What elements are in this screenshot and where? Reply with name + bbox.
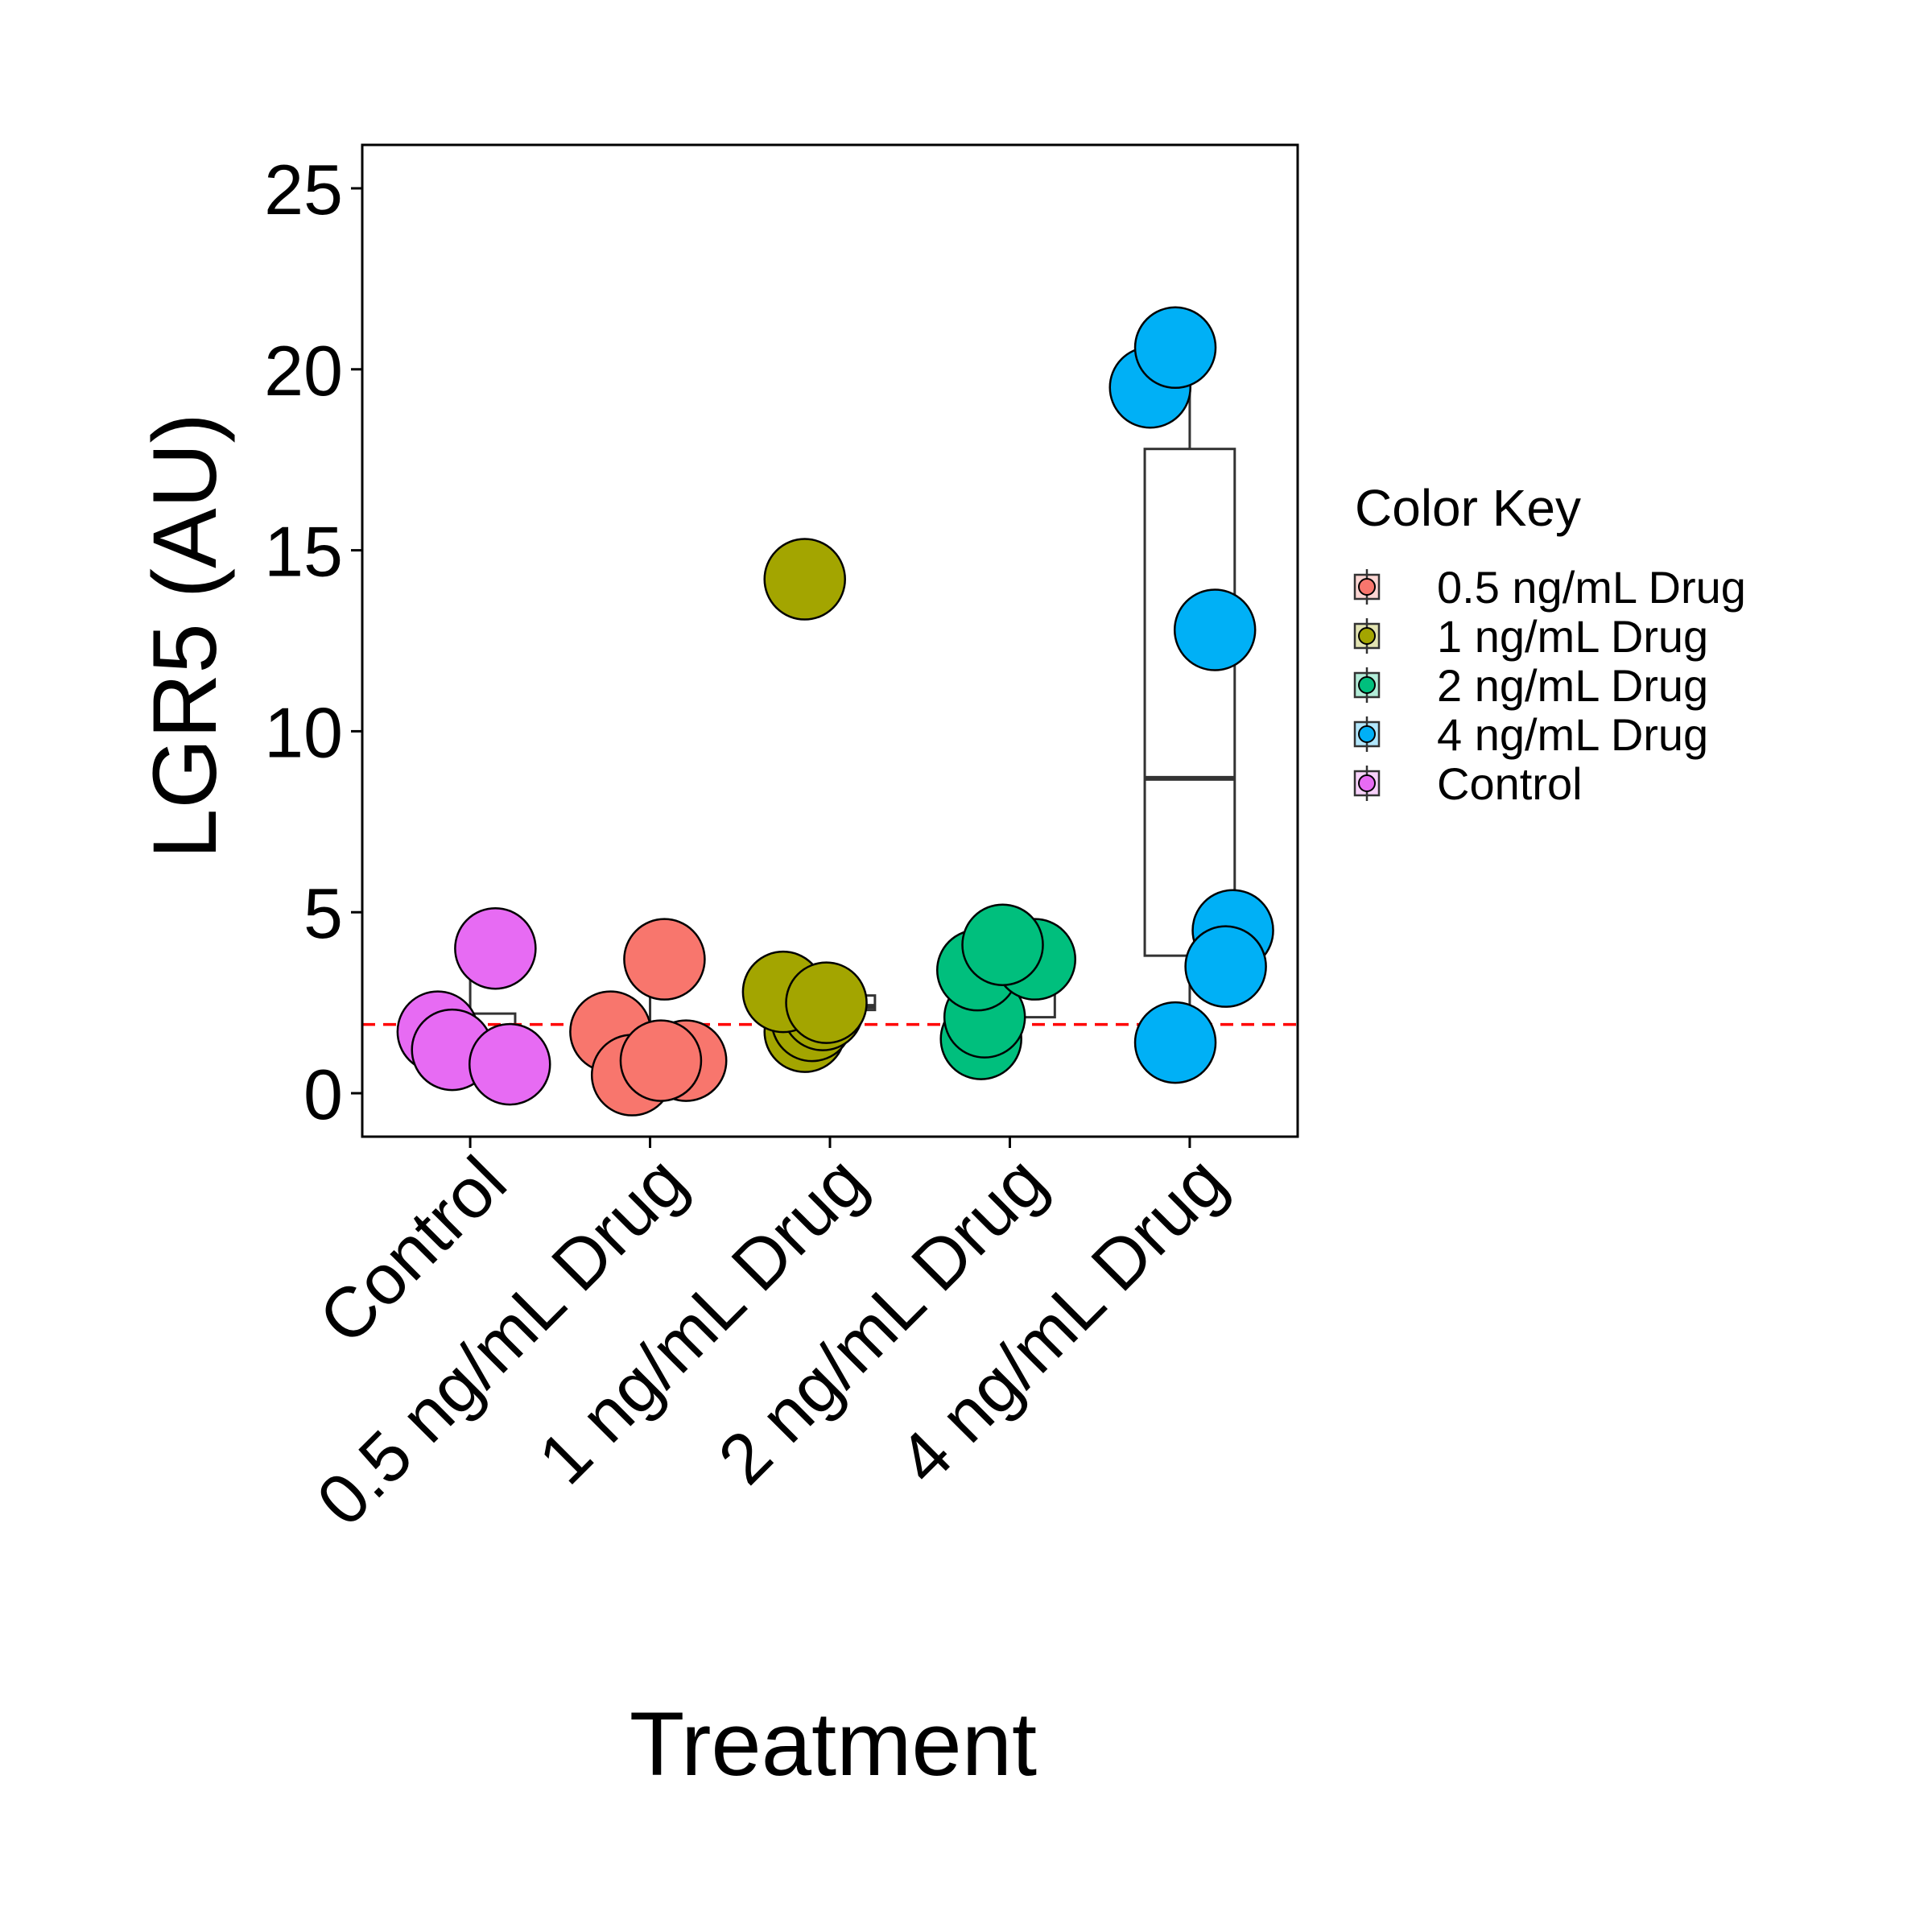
legend-item-4-ng-ml-drug: 4 ng/mL Drug [1353,709,1708,760]
legend-label: 2 ng/mL Drug [1437,660,1708,711]
points-4-ng-ml-drug [1108,306,1274,1084]
legend-item-control: Control [1353,758,1583,809]
legend-item-0-5-ng-ml-drug: 0.5 ng/mL Drug [1353,562,1746,613]
data-point [1133,1001,1217,1084]
y-tick-label: 15 [264,512,343,592]
legend-label: 1 ng/mL Drug [1437,611,1708,662]
legend-item-1-ng-ml-drug: 1 ng/mL Drug [1353,611,1708,662]
y-tick-label: 20 [264,331,343,411]
legend-key-point [1358,725,1376,743]
data-point [454,906,537,990]
data-point [1173,588,1257,671]
data-point [763,538,846,621]
y-axis-title: LGR5 (AU) [134,413,235,859]
x-axis-title: Treatment [630,1694,1037,1794]
boxplot-4-ng-ml-drug [1143,351,1236,1043]
legend-label: 0.5 ng/mL Drug [1437,562,1746,613]
legend-item-2-ng-ml-drug: 2 ng/mL Drug [1353,660,1708,711]
points-2-ng-ml-drug [935,903,1076,1080]
data-point [619,1019,703,1102]
points-0-5-ng-ml-drug [569,918,728,1117]
legend-label: 4 ng/mL Drug [1437,709,1708,760]
data-point [468,1022,551,1106]
data-point [961,903,1044,986]
y-tick-label: 25 [264,150,343,229]
box [1143,448,1236,957]
y-tick-label: 10 [264,692,343,772]
y-tick-label: 0 [303,1055,343,1134]
legend-key-point [1358,774,1376,792]
plot-area [362,306,1298,1117]
legend-key-point [1358,578,1376,596]
data-point [1184,925,1267,1008]
y-tick-label: 5 [303,873,343,953]
data-point [785,961,868,1044]
legend-title: Color Key [1355,479,1581,537]
legend-key-point [1358,627,1376,645]
points-1-ng-ml-drug [741,538,868,1073]
legend-label: Control [1437,758,1583,809]
legend-key-point [1358,676,1376,694]
data-point [1133,306,1217,390]
data-point [623,918,706,1001]
points-control [396,906,551,1106]
